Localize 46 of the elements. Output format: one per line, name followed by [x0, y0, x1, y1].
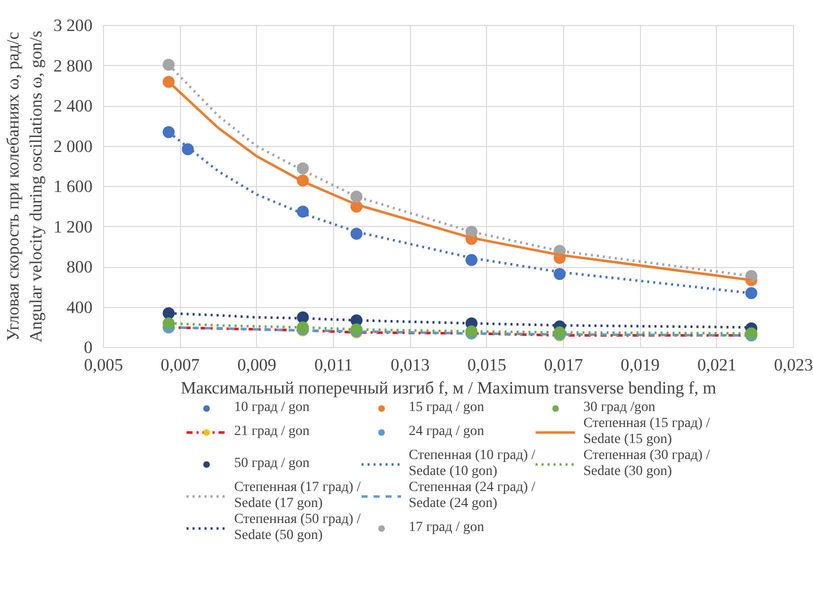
legend-label: 24 град / gon	[408, 424, 484, 440]
point	[466, 254, 478, 266]
y-tick-label: 2 400	[54, 96, 93, 116]
y-tick-label: 800	[66, 258, 93, 276]
point	[162, 317, 175, 330]
point	[296, 162, 309, 174]
point	[554, 268, 566, 280]
y-tick-label: 3 200	[54, 16, 93, 35]
legend-label: 50 град / gon	[234, 456, 310, 472]
point	[350, 228, 362, 240]
x-tick-label: 0,007	[160, 356, 200, 374]
x-tick-label: 0,015	[467, 356, 506, 374]
point	[466, 226, 478, 238]
point	[745, 287, 758, 300]
legend-label: 30 град /gon	[583, 400, 656, 416]
x-tick-label: 0,021	[697, 356, 736, 374]
x-tick-label: 0,011	[314, 356, 353, 374]
point	[182, 143, 194, 156]
x-tick-label: 0,005	[84, 356, 124, 374]
x-tick-label: 0,019	[620, 356, 660, 374]
point	[162, 126, 175, 138]
legend-label: Степенная (50 град) / Sedate (50 gon)	[234, 512, 361, 544]
legend-label: 10 град / gon	[234, 400, 310, 416]
point	[162, 58, 175, 71]
legend-label: 21 град / gon	[234, 424, 310, 440]
legend-label: Степенная (15 град) / Sedate (15 gon)	[583, 416, 710, 448]
y-tick-label: 400	[66, 298, 93, 317]
y-tick-label: 1 200	[54, 217, 93, 236]
legend-label: Степенная (17 град) / Sedate (17 gon)	[234, 480, 361, 512]
y-tick-label: 2 000	[54, 136, 93, 156]
point	[296, 206, 309, 218]
legend-label: Степенная (24 град) / Sedate (24 gon)	[408, 480, 536, 512]
y-tick-label: 2 800	[54, 56, 93, 76]
y-axis-title: Угловая скорость при колебаниях ω, рад/с Angular velocity during oscillations ω, gon/s	[4, 30, 46, 342]
point	[350, 190, 362, 203]
x-axis-title: Максимальный поперечный изгиб f, м / Maximum transverse bending f, m	[180, 378, 717, 398]
x-tick-label: 0,017	[544, 356, 584, 374]
y-tick-label: 1 600	[54, 177, 93, 196]
y-tick-label: 0	[84, 338, 93, 357]
legend-label: 15 град / gon	[408, 400, 484, 416]
x-tick-label: 0,013	[390, 356, 430, 374]
x-tick-label: 0,023	[774, 356, 813, 374]
legend-label: Степенная (10 град) / Sedate (10 gon)	[408, 448, 536, 480]
x-tick-label: 0,009	[237, 356, 276, 374]
legend-label: Степенная (30 град) / Sedate (30 gon)	[583, 448, 710, 480]
legend-label: 17 град / gon	[408, 520, 484, 536]
